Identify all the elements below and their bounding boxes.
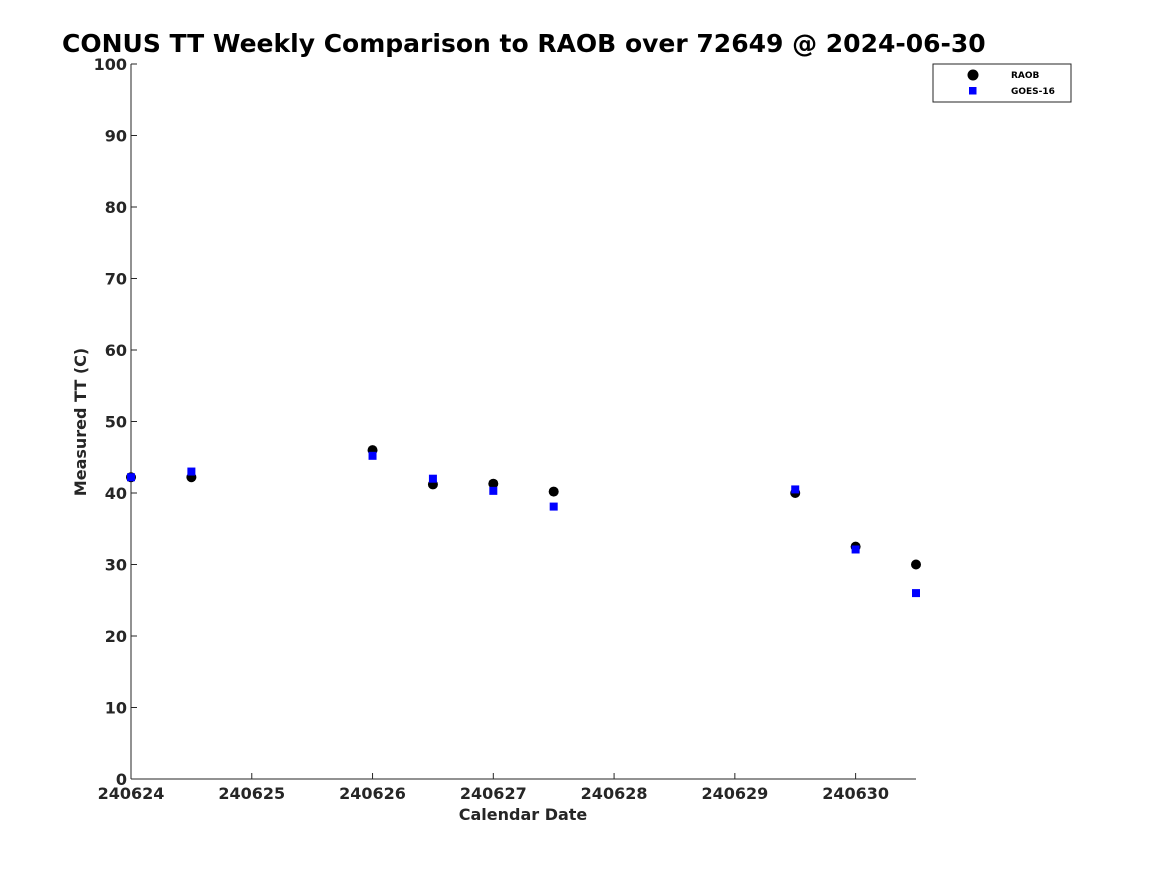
- x-tick-label: 240625: [218, 784, 285, 803]
- legend-goes-marker: [969, 87, 977, 95]
- y-tick-label: 0: [116, 770, 127, 789]
- goes-16-point: [489, 486, 498, 495]
- x-tick-label: 240628: [581, 784, 648, 803]
- raob-point: [488, 478, 499, 489]
- y-tick-label: 20: [105, 627, 127, 646]
- x-tick-label: 240624: [98, 784, 165, 803]
- legend-goes-label: GOES-16: [1011, 87, 1055, 97]
- goes-16-point: [912, 589, 920, 598]
- goes-16-point: [549, 502, 558, 511]
- x-tick-label: 240627: [460, 784, 527, 803]
- y-tick-label: 30: [105, 556, 127, 575]
- legend: RAOB GOES-16: [932, 63, 1072, 103]
- goes-16-point: [851, 545, 860, 554]
- goes-16-point: [127, 473, 135, 482]
- goes-16-point: [791, 485, 800, 494]
- y-tick-label: 70: [105, 270, 127, 289]
- x-axis-ticks: 240624 240625 240626 240627 240628 240629 2406…: [98, 773, 889, 803]
- goes-16-point: [187, 467, 196, 476]
- raob-point: [911, 559, 921, 570]
- x-tick-label: 240626: [339, 784, 406, 803]
- plot-points: [126, 445, 921, 598]
- legend-raob-marker: [967, 69, 979, 81]
- x-axis-label: Calendar Date: [459, 805, 588, 824]
- y-tick-label: 80: [105, 198, 127, 217]
- y-axis-label: Measured TT (C): [71, 348, 90, 496]
- x-tick-label: 240629: [701, 784, 768, 803]
- chart-title: CONUS TT Weekly Comparison to RAOB over …: [62, 29, 986, 58]
- raob-point: [548, 486, 559, 497]
- x-tick-label: 240630: [822, 784, 889, 803]
- y-tick-label: 60: [105, 341, 127, 360]
- y-tick-label: 50: [105, 413, 127, 432]
- y-tick-label: 10: [105, 699, 127, 718]
- y-tick-label: 100: [94, 55, 127, 74]
- legend-box: [932, 63, 1072, 103]
- legend-raob-label: RAOB: [1011, 71, 1040, 81]
- y-tick-label: 40: [105, 484, 127, 503]
- goes-16-point: [368, 451, 377, 460]
- y-tick-label: 90: [105, 127, 127, 146]
- goes-16-point: [428, 474, 437, 483]
- y-axis-ticks: 0 10 20 30 40 50 60 70 80 90 100: [94, 55, 137, 789]
